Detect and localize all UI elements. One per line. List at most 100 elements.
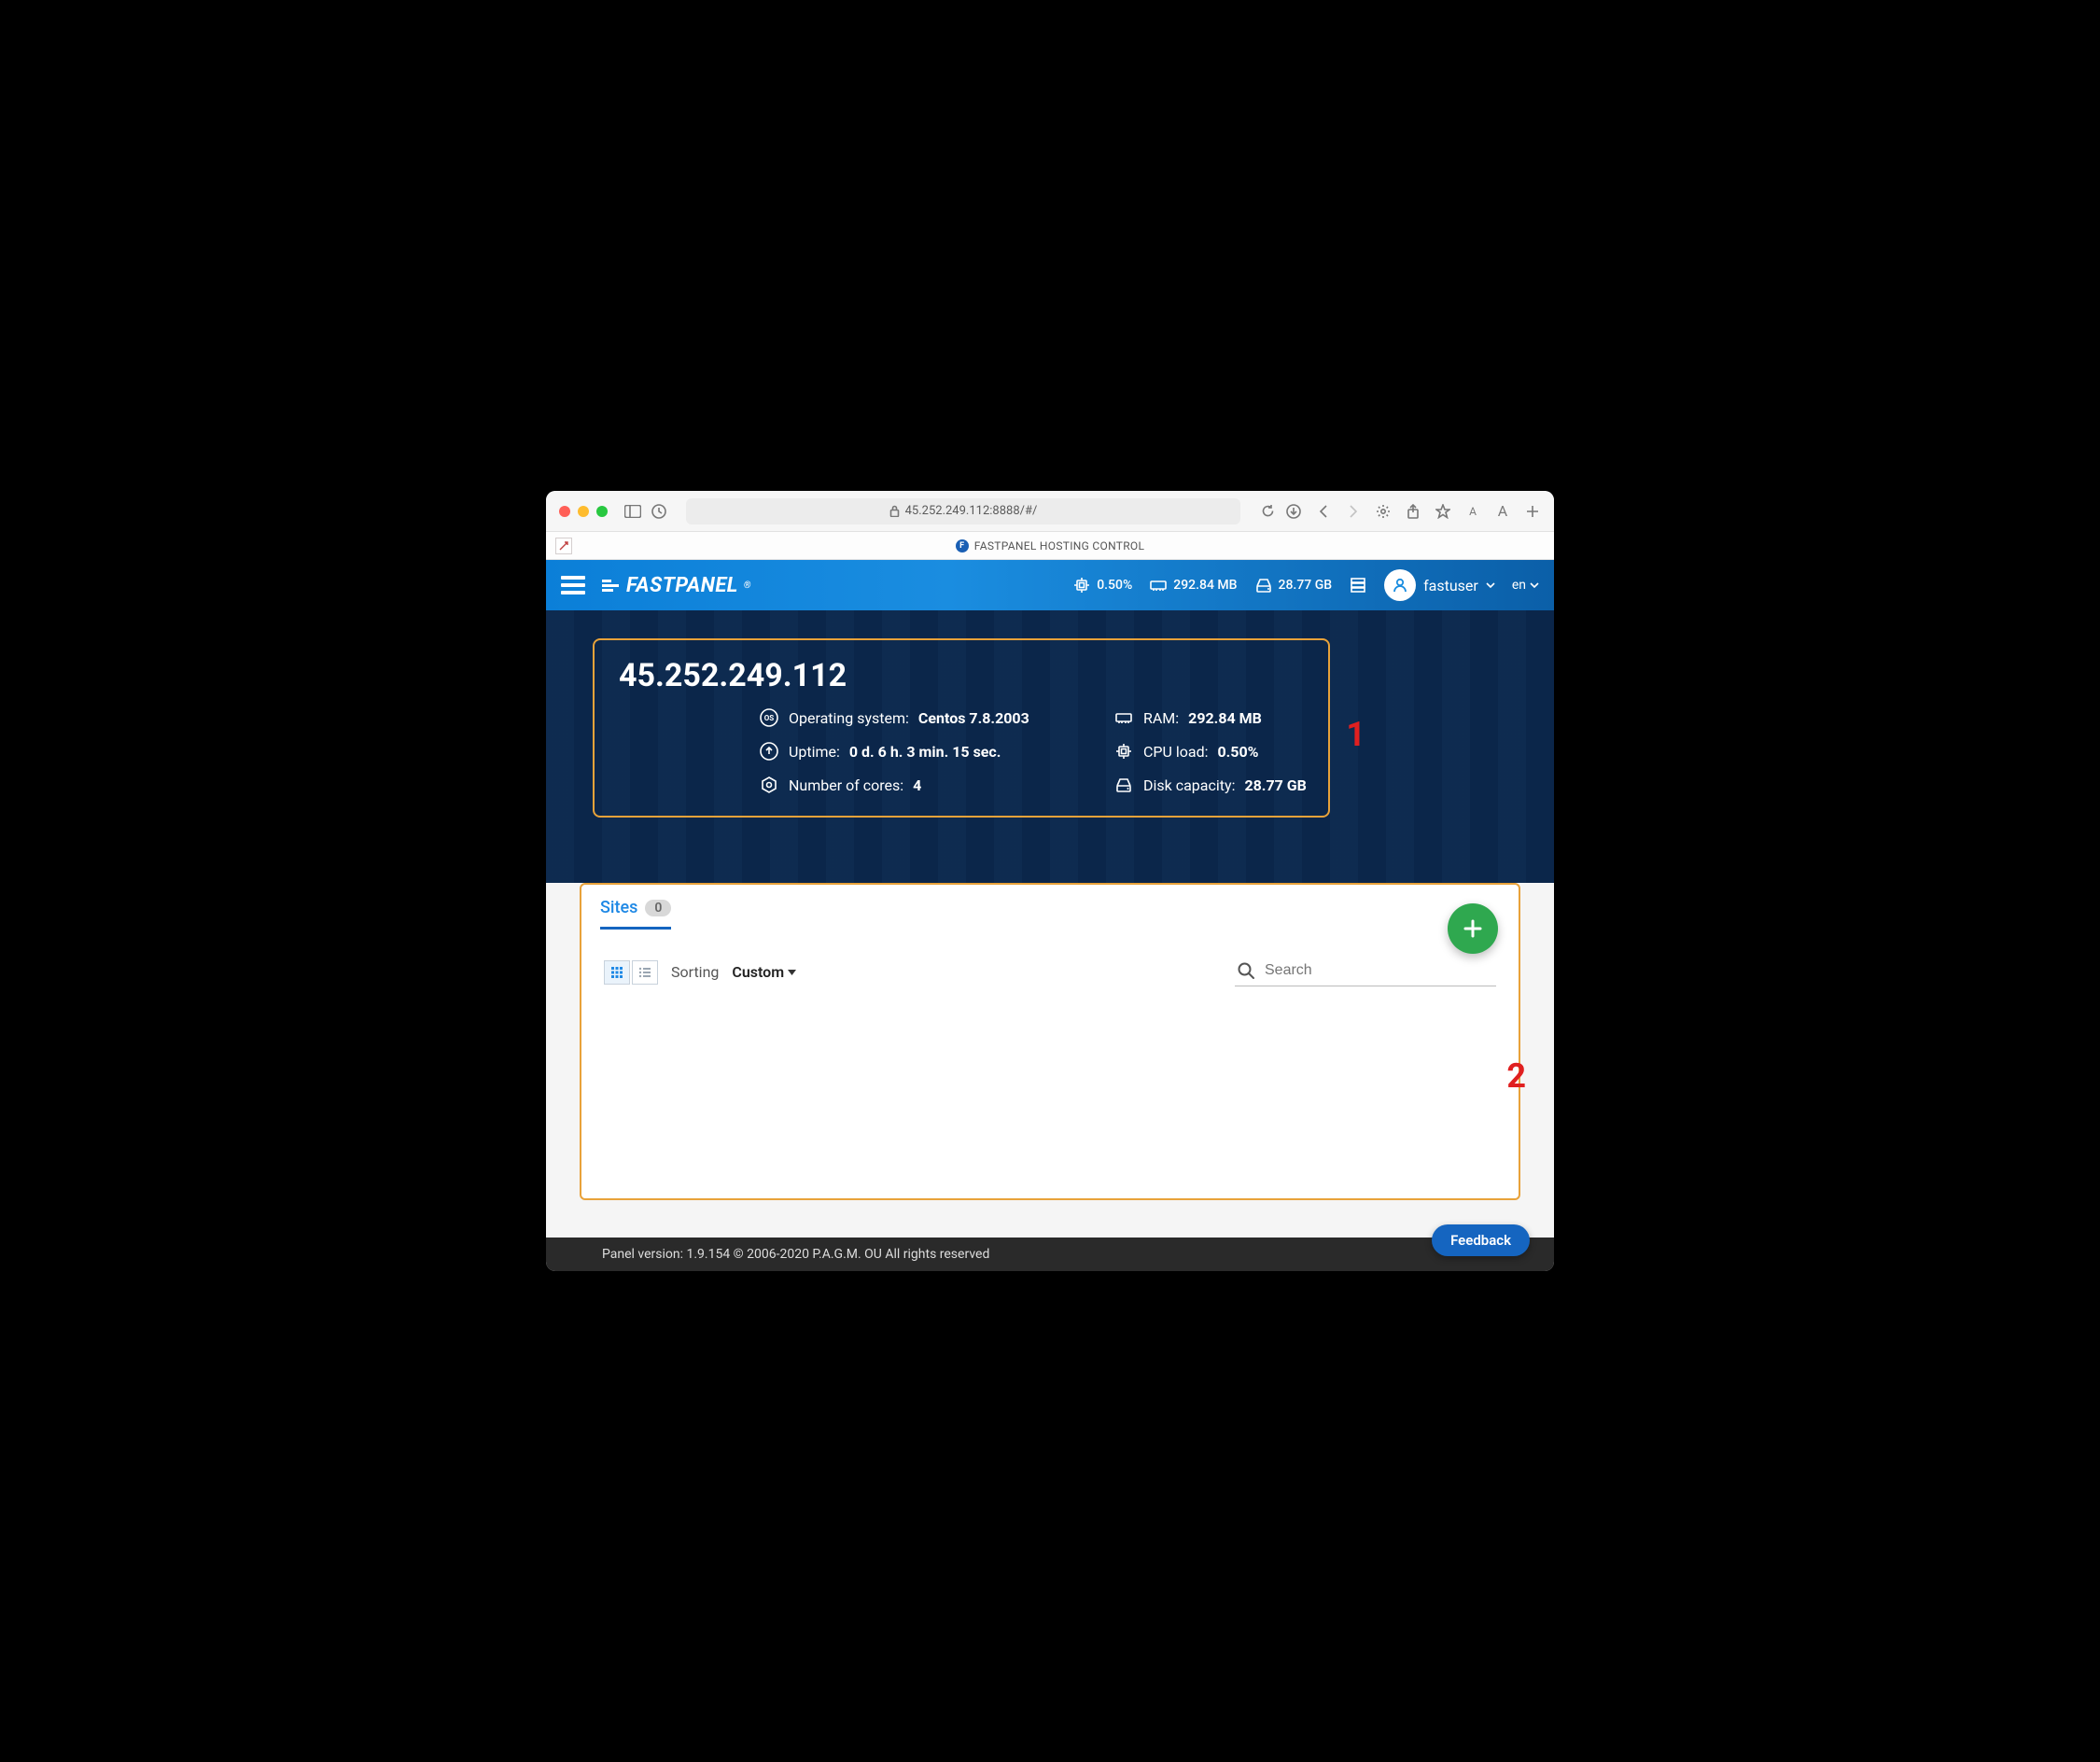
- active-tab[interactable]: F FASTPANEL HOSTING CONTROL: [956, 539, 1144, 552]
- chevron-down-icon: [1530, 582, 1539, 588]
- minimize-window-button[interactable]: [578, 506, 589, 517]
- url-text: 45.252.249.112:8888/#/: [905, 504, 1038, 518]
- ram-label: RAM:: [1143, 709, 1179, 727]
- grid-icon: [610, 966, 623, 979]
- sorting-label: Sorting: [671, 963, 719, 981]
- tab-sites-label: Sites: [600, 898, 637, 917]
- app-header: FASTPANEL® 0.50% 292.84 MB 28.77 GB fast…: [546, 560, 1554, 610]
- search-input[interactable]: [1265, 962, 1494, 979]
- tab-sites[interactable]: Sites 0: [600, 898, 671, 930]
- browser-titlebar: 45.252.249.112:8888/#/ A A: [546, 491, 1554, 532]
- server-ip: 45.252.249.112: [619, 657, 1304, 694]
- new-tab-icon[interactable]: [1524, 503, 1541, 520]
- url-bar[interactable]: 45.252.249.112:8888/#/: [686, 498, 1240, 524]
- ram-detail-value: 292.84 MB: [1188, 709, 1262, 727]
- user-icon: [1392, 577, 1408, 594]
- browser-window: 45.252.249.112:8888/#/ A A F FASTPANEL H…: [546, 491, 1554, 1271]
- username: fastuser: [1423, 577, 1478, 594]
- sorting-value: Custom: [732, 963, 784, 981]
- sites-panel: Sites 0 Sorting Custom: [580, 883, 1520, 1200]
- maximize-window-button[interactable]: [596, 506, 608, 517]
- svg-text:OS: OS: [764, 714, 775, 722]
- uptime-icon: [759, 741, 779, 762]
- tab-title: FASTPANEL HOSTING CONTROL: [974, 539, 1144, 552]
- back-icon[interactable]: [1315, 503, 1332, 520]
- text-size-small-icon[interactable]: A: [1464, 503, 1481, 520]
- cpu-icon: [1113, 741, 1134, 762]
- user-menu[interactable]: fastuser: [1384, 569, 1495, 601]
- server-info-box: 45.252.249.112 OS Operating system: Cent…: [593, 638, 1330, 818]
- ram-icon: [1113, 707, 1134, 728]
- forward-icon[interactable]: [1345, 503, 1362, 520]
- os-icon: OS: [759, 707, 779, 728]
- brand-logo[interactable]: FASTPANEL®: [602, 574, 751, 597]
- disk-detail-value: 28.77 GB: [1244, 776, 1306, 794]
- add-site-button[interactable]: [1448, 903, 1498, 954]
- uptime-label: Uptime:: [789, 743, 840, 761]
- feedback-label: Feedback: [1450, 1232, 1511, 1249]
- disk-icon: [1254, 576, 1273, 594]
- cpu-icon: [1072, 576, 1091, 594]
- close-window-button[interactable]: [559, 506, 570, 517]
- callout-2: 2: [1506, 1056, 1526, 1096]
- language-value: en: [1512, 578, 1526, 593]
- header-disk-metric[interactable]: 28.77 GB: [1254, 576, 1333, 594]
- menu-button[interactable]: [561, 572, 585, 598]
- content-area: Sites 0 Sorting Custom: [546, 883, 1554, 1238]
- grid-view-button[interactable]: [604, 960, 630, 985]
- info-disk: Disk capacity: 28.77 GB: [1113, 775, 1393, 795]
- toolbar-right: A A: [1285, 503, 1541, 520]
- list-view-button[interactable]: [632, 960, 658, 985]
- header-ram-metric[interactable]: 292.84 MB: [1149, 576, 1237, 594]
- chevron-down-icon: [788, 970, 796, 975]
- footer: Panel version: 1.9.154 © 2006-2020 P.A.G…: [546, 1238, 1554, 1271]
- search-field[interactable]: [1235, 958, 1496, 986]
- chevron-down-icon: [1486, 582, 1495, 588]
- cpu-detail-value: 0.50%: [1217, 743, 1258, 761]
- footer-text: Panel version: 1.9.154 © 2006-2020 P.A.G…: [602, 1247, 989, 1262]
- plus-icon: [1462, 917, 1484, 940]
- cpu-value: 0.50%: [1097, 578, 1132, 593]
- ram-icon: [1149, 576, 1168, 594]
- callout-1: 1: [1346, 715, 1365, 754]
- ram-value: 292.84 MB: [1173, 578, 1237, 593]
- browser-tabstrip: F FASTPANEL HOSTING CONTROL: [546, 532, 1554, 560]
- disk-label: Disk capacity:: [1143, 776, 1235, 794]
- search-icon: [1237, 961, 1255, 980]
- info-cores: Number of cores: 4: [759, 775, 1095, 795]
- os-value: Centos 7.8.2003: [918, 709, 1029, 727]
- view-toggle: [604, 960, 658, 985]
- server-stack-icon: [1349, 576, 1367, 594]
- info-uptime: Uptime: 0 d. 6 h. 3 min. 15 sec.: [759, 741, 1095, 762]
- history-icon[interactable]: [651, 503, 667, 520]
- text-size-large-icon[interactable]: A: [1494, 503, 1511, 520]
- window-controls: [559, 506, 608, 517]
- language-selector[interactable]: en: [1512, 578, 1539, 593]
- downloads-icon[interactable]: [1285, 503, 1302, 520]
- bookmark-icon[interactable]: [1435, 503, 1451, 520]
- lock-icon: [889, 505, 900, 517]
- settings-icon[interactable]: [1375, 503, 1392, 520]
- info-os: OS Operating system: Centos 7.8.2003: [759, 707, 1095, 728]
- reload-icon[interactable]: [1259, 503, 1276, 520]
- server-info-grid: OS Operating system: Centos 7.8.2003 RAM…: [759, 707, 1304, 795]
- feedback-button[interactable]: Feedback: [1432, 1224, 1530, 1256]
- pinned-tab-icon[interactable]: [555, 538, 572, 554]
- panel-tabs: Sites 0: [581, 885, 1519, 930]
- share-icon[interactable]: [1405, 503, 1421, 520]
- cpu-label: CPU load:: [1143, 743, 1208, 761]
- cores-label: Number of cores:: [789, 776, 903, 794]
- sidebar-toggle-icon[interactable]: [624, 503, 641, 520]
- fastpanel-favicon: F: [956, 539, 969, 552]
- sorting-dropdown[interactable]: Custom: [732, 963, 796, 981]
- header-server-icon[interactable]: [1349, 576, 1367, 594]
- disk-value: 28.77 GB: [1279, 578, 1333, 593]
- list-icon: [638, 966, 651, 979]
- sites-toolbar: Sorting Custom: [581, 930, 1519, 996]
- os-label: Operating system:: [789, 709, 909, 727]
- avatar: [1384, 569, 1416, 601]
- cores-icon: [759, 775, 779, 795]
- uptime-value: 0 d. 6 h. 3 min. 15 sec.: [849, 743, 1001, 761]
- disk-icon: [1113, 775, 1134, 795]
- header-cpu-metric[interactable]: 0.50%: [1072, 576, 1132, 594]
